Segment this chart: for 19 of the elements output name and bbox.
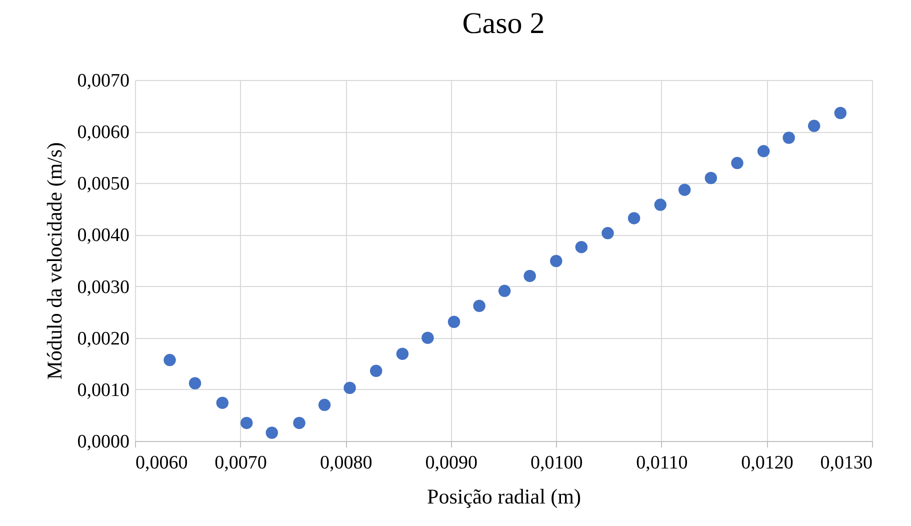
x-tick-label: 0,0060 — [136, 452, 188, 474]
x-tick-label: 0,0120 — [741, 452, 794, 474]
x-axis-title: Posição radial (m) — [427, 484, 581, 508]
x-tick-label: 0,0100 — [530, 452, 583, 474]
x-tick-label: 0,0080 — [320, 452, 372, 474]
x-tick-label: 0,0110 — [636, 452, 688, 474]
y-tick-label: 0,0030 — [77, 276, 130, 298]
chart-title: Caso 2 — [462, 7, 545, 40]
y-tick-label: 0,0000 — [77, 432, 130, 452]
y-tick-label: 0,0020 — [77, 328, 130, 350]
y-tick-label: 0,0040 — [77, 225, 130, 246]
y-tick-label: 0,0060 — [77, 122, 130, 144]
y-tick-label: 0,0010 — [77, 380, 130, 401]
y-tick-label: 0,0070 — [77, 70, 130, 92]
x-tick-label: 0,0070 — [214, 452, 267, 474]
y-axis-title: Módulo da velocidade (m/s) — [42, 142, 66, 380]
y-tick-label: 0,0050 — [77, 174, 130, 195]
x-tick-label: 0,0130 — [820, 452, 872, 474]
x-tick-label: 0,0090 — [425, 452, 478, 474]
